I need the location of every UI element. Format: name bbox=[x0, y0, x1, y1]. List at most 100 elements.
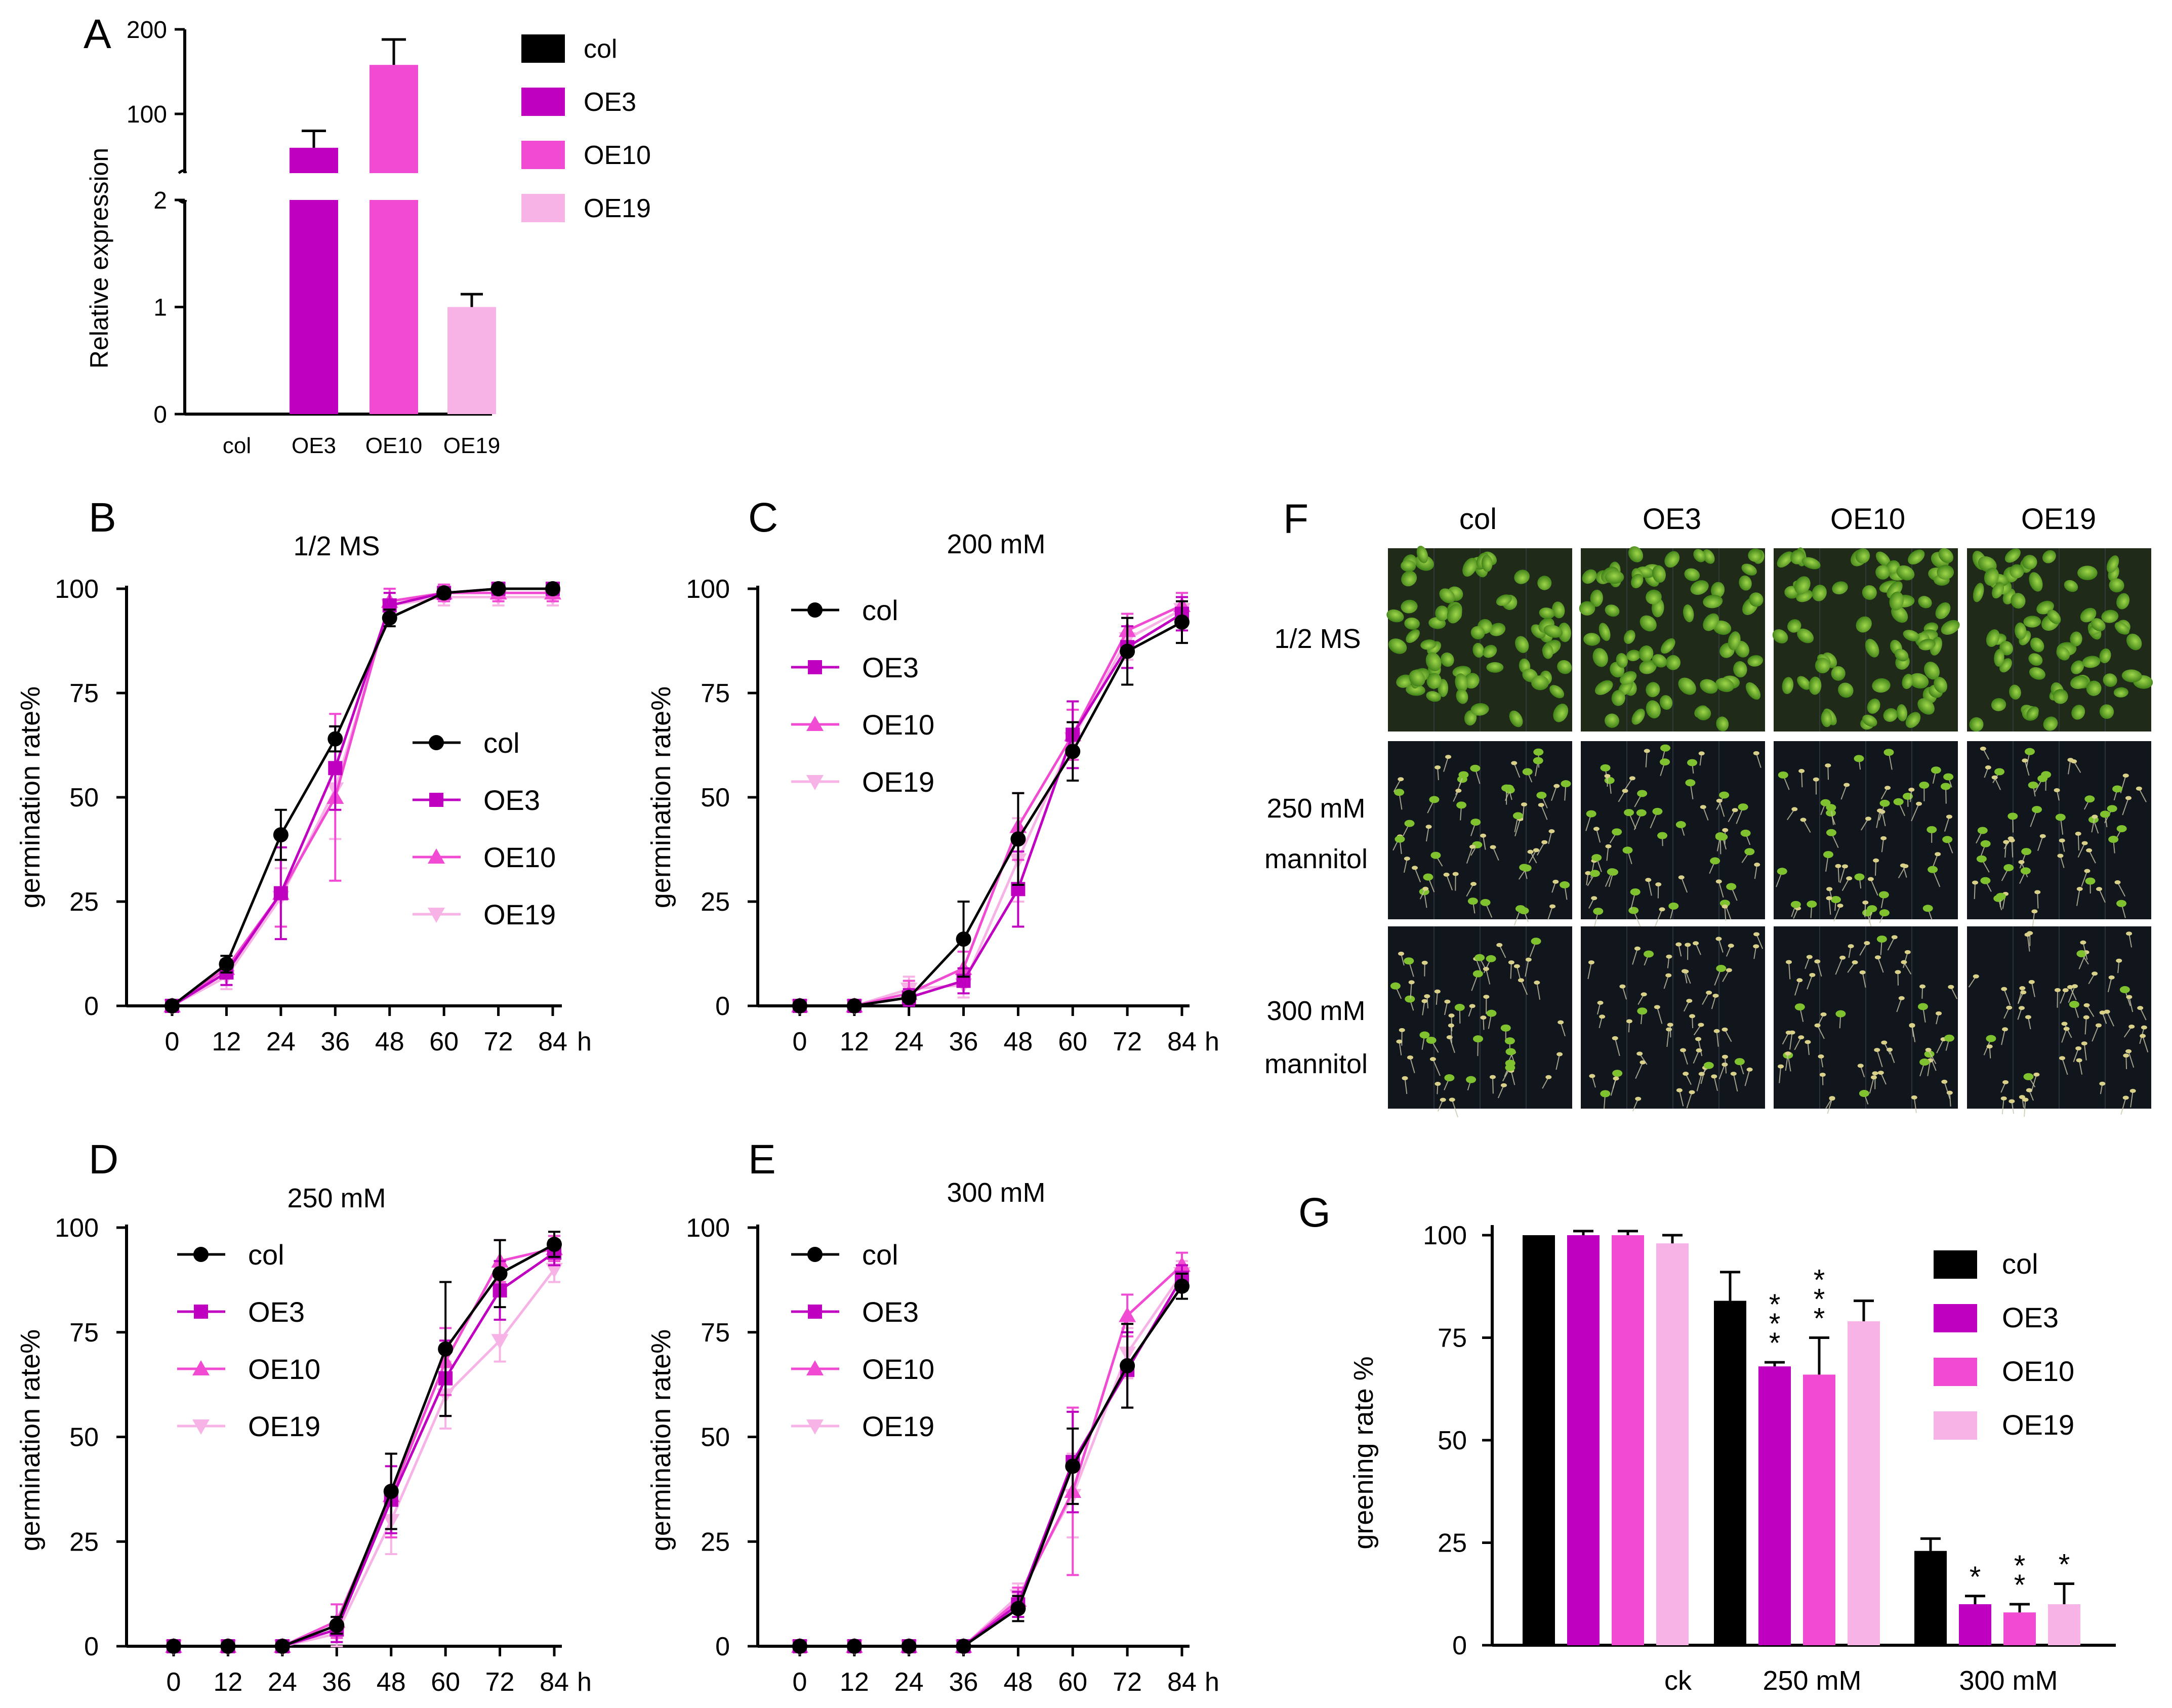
seedling-root bbox=[1450, 1025, 1452, 1043]
seedling-cotyledon bbox=[1884, 786, 1891, 790]
seedling-leaf bbox=[1856, 616, 1872, 633]
seedling-root bbox=[1944, 1081, 1951, 1100]
seedling-cotyledon bbox=[2069, 1001, 2079, 1008]
seedling-root bbox=[1681, 877, 1688, 893]
seedling-leaf bbox=[1895, 648, 1909, 662]
seedling-leaf bbox=[2101, 609, 2119, 623]
seedling-cotyledon bbox=[1800, 818, 1807, 822]
seedling-cotyledon bbox=[1716, 965, 1727, 972]
seedling-cotyledon bbox=[1635, 1096, 1642, 1101]
seedling-root bbox=[1877, 957, 1884, 973]
seedling-cotyledon bbox=[2083, 1015, 2089, 1020]
seedling-cotyledon bbox=[1908, 787, 1915, 792]
seedling-cotyledon bbox=[2076, 1058, 2082, 1063]
seedling-root bbox=[2107, 977, 2112, 992]
seedling-cotyledon bbox=[2039, 834, 2046, 838]
seedling-cotyledon bbox=[1698, 1023, 1704, 1027]
seedling-cotyledon bbox=[1430, 851, 1441, 859]
seedling-root bbox=[2140, 1007, 2147, 1021]
y-tick-label-d: 50 bbox=[69, 1423, 99, 1452]
seedling-leaf bbox=[2114, 622, 2129, 635]
seedling-cotyledon bbox=[1693, 941, 1699, 946]
seedling-leaf bbox=[1592, 648, 1608, 667]
series-col-c bbox=[792, 600, 1190, 1013]
seedling-cotyledon bbox=[1390, 982, 1401, 990]
seedling-cotyledon bbox=[1740, 829, 1751, 837]
bar-upper-oe3 bbox=[290, 147, 338, 173]
y-tick-label-e: 25 bbox=[701, 1527, 730, 1557]
x-tick-label-d: 0 bbox=[167, 1668, 181, 1697]
seedling-cotyledon bbox=[2006, 1005, 2013, 1010]
seedling-root bbox=[2068, 759, 2071, 775]
seedling-cotyledon bbox=[1597, 1000, 1604, 1005]
seedling-cotyledon bbox=[2054, 788, 2060, 793]
seedling-cotyledon bbox=[2018, 860, 2025, 864]
line-oe10 bbox=[800, 1264, 1183, 1648]
y-tick-label-d: 100 bbox=[55, 1213, 99, 1243]
seedling-leaf bbox=[1794, 576, 1811, 594]
seedling-cotyledon bbox=[2122, 1095, 2129, 1100]
seedling-cotyledon bbox=[1719, 791, 1730, 799]
seedling-leaf bbox=[2071, 660, 2084, 674]
seedling-cotyledon bbox=[1880, 836, 1887, 840]
seedling-leaf bbox=[1809, 676, 1822, 695]
legend-marker-oe19 bbox=[806, 1419, 824, 1435]
seedling-cotyledon bbox=[1689, 1090, 1695, 1094]
seedling-cotyledon bbox=[1588, 960, 1594, 965]
x-tick-label-a: OE19 bbox=[443, 433, 501, 458]
seedling-leaf bbox=[1908, 549, 1925, 565]
seedling-leaf bbox=[2009, 684, 2021, 700]
seedling-cotyledon bbox=[1505, 1048, 1516, 1055]
x-tick-label-c: 84 bbox=[1167, 1027, 1197, 1056]
seedling-root bbox=[1540, 804, 1548, 820]
panel-f: F col OE3 OE10 OE19 1/2 MS 250 mM mannit… bbox=[1264, 496, 2153, 1118]
y-tick-label-b: 50 bbox=[69, 783, 99, 812]
seedling-leaf bbox=[1660, 638, 1675, 654]
legend-swatch-oe3 bbox=[1934, 1304, 1977, 1332]
seedling-root bbox=[1443, 756, 1449, 772]
seedling-cotyledon bbox=[1732, 808, 1738, 812]
seedling-leaf bbox=[1590, 589, 1604, 607]
seedling-cotyledon bbox=[1533, 848, 1539, 852]
legend-marker-col bbox=[193, 1247, 209, 1262]
legend-label-oe3: OE3 bbox=[248, 1296, 305, 1328]
plot-b: 0 25 50 75 100 0 12 24 36 48 60 72 84 h col OE3 OE10 OE19 bbox=[55, 575, 592, 1056]
seedling-leaf bbox=[2028, 653, 2043, 666]
seedling-root bbox=[1555, 1054, 1561, 1070]
seedling-cotyledon bbox=[1440, 1097, 1446, 1102]
seedling-leaf bbox=[1862, 714, 1877, 727]
seedling-cotyledon bbox=[1867, 905, 1877, 913]
seedling-cotyledon bbox=[1500, 1024, 1511, 1032]
seedling-cotyledon bbox=[2022, 758, 2028, 763]
series-col-e bbox=[792, 1272, 1190, 1654]
seedling-cotyledon bbox=[1935, 852, 1941, 857]
point-col bbox=[901, 990, 917, 1005]
seedling-cotyledon bbox=[1612, 1036, 1618, 1040]
point-col bbox=[901, 1639, 917, 1654]
seedling-leaf bbox=[1918, 596, 1932, 608]
seedling-cotyledon bbox=[1454, 1004, 1465, 1011]
seedling-cotyledon bbox=[1722, 1054, 1728, 1059]
seedling-root bbox=[1876, 1049, 1883, 1067]
seedling-cotyledon bbox=[2108, 975, 2115, 980]
seedling-cotyledon bbox=[1777, 868, 1787, 875]
seedling-cotyledon bbox=[1452, 872, 1459, 876]
seedling-leaf bbox=[1918, 639, 1936, 650]
seedling-leaf bbox=[1537, 576, 1552, 590]
seedling-cotyledon bbox=[1798, 1035, 1805, 1040]
seedling-cotyledon bbox=[1508, 960, 1514, 965]
seedling-root bbox=[1794, 980, 1800, 996]
y-tick-label-c: 75 bbox=[701, 679, 730, 708]
legend-marker-oe19 bbox=[428, 908, 445, 923]
seedling-leaf bbox=[2053, 689, 2068, 704]
x-tick-label-e: 12 bbox=[840, 1668, 869, 1697]
seedling-root bbox=[2037, 892, 2039, 909]
seedling-cotyledon bbox=[1909, 1024, 1915, 1028]
seedling-root bbox=[1403, 858, 1408, 873]
seedling-cotyledon bbox=[1426, 1036, 1437, 1044]
point-col bbox=[490, 581, 506, 596]
seedling-root bbox=[1522, 804, 1525, 821]
seedling-root bbox=[1949, 1092, 1951, 1107]
seedling-cotyledon bbox=[1612, 828, 1622, 836]
seedling-root bbox=[1698, 1039, 1703, 1056]
